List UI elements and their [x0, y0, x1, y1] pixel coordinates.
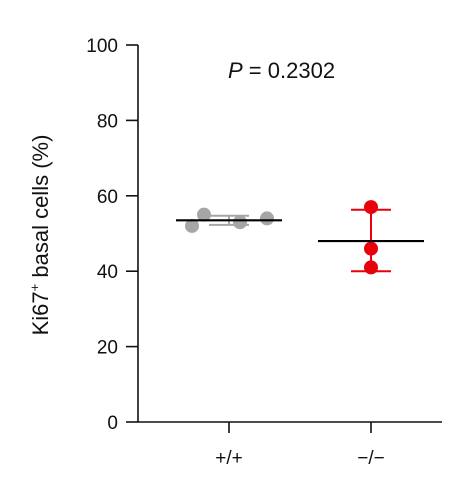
y-tick-label: 60 [97, 187, 118, 208]
y-tick-label: 40 [97, 262, 118, 283]
data-point [185, 218, 199, 233]
x-tick-label: +/+ [215, 448, 242, 469]
y-axis-label-superscript: + [27, 284, 42, 292]
data-point [233, 215, 247, 230]
p-value-annotation: P = 0.2302 [228, 58, 335, 83]
y-tick-label: 80 [97, 111, 118, 132]
axes: 0 20 40 60 80 100 +/+ −/− [86, 36, 442, 469]
data-point [260, 211, 274, 226]
data-point [364, 241, 378, 256]
p-value-prefix: P [228, 58, 243, 83]
y-axis-label-rest: basal cells (%) [28, 135, 53, 284]
y-axis-label-main: Ki67 [28, 291, 53, 335]
chart-marks [176, 200, 424, 275]
x-tick-label: −/− [357, 448, 384, 469]
data-point [197, 207, 211, 222]
p-value-text: = 0.2302 [243, 58, 335, 83]
data-point [364, 260, 378, 275]
y-axis-label: Ki67+ basal cells (%) [27, 135, 53, 336]
y-tick-label: 20 [97, 338, 118, 359]
data-point [364, 200, 378, 215]
y-tick-label: 0 [107, 413, 118, 434]
y-tick-label: 100 [86, 36, 118, 57]
